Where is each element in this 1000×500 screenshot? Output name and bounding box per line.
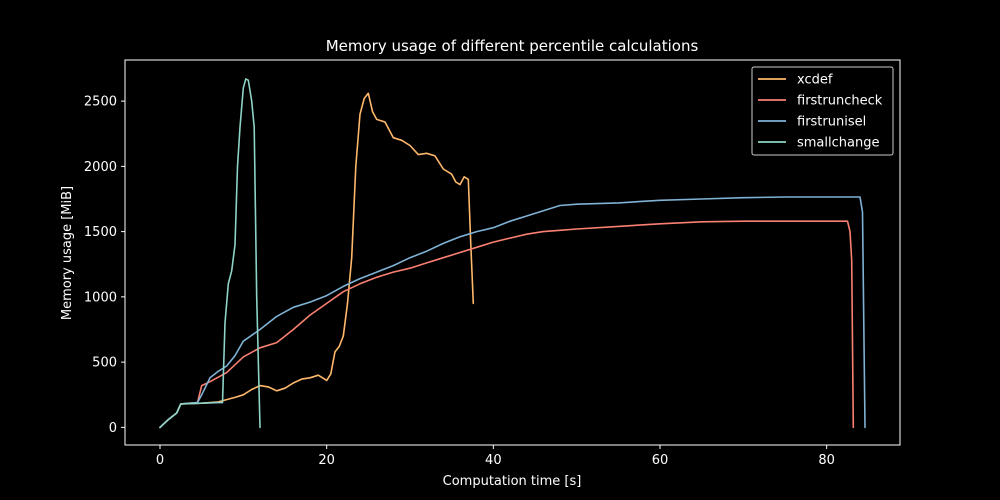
series-layer (159, 78, 866, 429)
y-tick-label: 2000 (84, 160, 117, 175)
series-line-firstruncheck (159, 220, 855, 429)
y-tick-label: 1500 (84, 225, 117, 240)
y-tick-label: 500 (92, 356, 117, 371)
legend: xcdef firstruncheck firstrunisel smallchang… (751, 66, 894, 156)
x-tick-label: 40 (485, 453, 502, 468)
series-line-firstrunisel (159, 196, 866, 429)
y-axis-label: Memory usage [MiB] (60, 186, 75, 320)
legend-label-smallchange: smallchange (797, 136, 879, 151)
chart-title: Memory usage of different percentile cal… (326, 37, 699, 55)
legend-label-xcdef: xcdef (797, 73, 833, 88)
series-line-xcdef (159, 92, 475, 429)
x-tick-label: 20 (318, 453, 335, 468)
legend-label-firstrunisel: firstrunisel (797, 115, 866, 130)
x-axis-label: Computation time [s] (443, 474, 582, 489)
y-tick-label: 0 (109, 421, 117, 436)
series-line-smallchange (159, 78, 261, 429)
x-tick-label: 0 (156, 453, 164, 468)
legend-label-firstruncheck: firstruncheck (797, 94, 883, 109)
x-axis: 0 20 40 60 80 (156, 445, 835, 468)
y-tick-label: 2500 (84, 95, 117, 110)
x-tick-label: 80 (818, 453, 835, 468)
y-axis: 0 500 1000 1500 2000 2500 (84, 95, 125, 436)
legend-frame (751, 66, 894, 156)
plot-area-frame (124, 59, 901, 446)
x-tick-label: 60 (652, 453, 669, 468)
y-tick-label: 1000 (84, 290, 117, 305)
